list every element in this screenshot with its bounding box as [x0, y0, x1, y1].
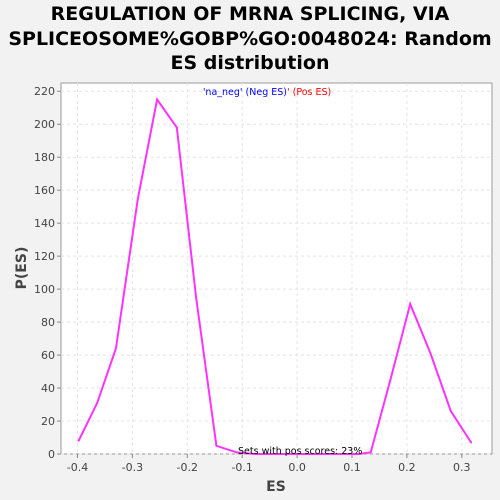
legend-pos-label: 'na_pos' (Pos ES): [251, 87, 331, 98]
chart-title-line: ES distribution: [170, 52, 330, 74]
x-tick-label: -0.3: [122, 461, 143, 474]
axis-ticks: -0.4 -0.3 -0.2 -0.1 0.0 0.1 0.2 0.3 0 20 40 60 80 100…: [34, 85, 471, 474]
data-point: [136, 197, 139, 200]
data-point: [254, 453, 257, 455]
data-point: [429, 352, 432, 355]
x-tick-label: -0.1: [231, 461, 252, 474]
data-point: [358, 453, 361, 455]
y-tick-label: 20: [41, 415, 55, 428]
data-point: [114, 347, 117, 350]
data-point: [156, 98, 159, 101]
data-point: [195, 296, 198, 299]
y-tick-label: 40: [41, 382, 55, 395]
y-tick-label: 80: [41, 316, 55, 329]
data-point: [409, 302, 412, 305]
data-point: [317, 453, 320, 455]
y-tick-label: 120: [34, 250, 55, 263]
data-point: [296, 453, 299, 455]
plot-area: [60, 82, 493, 455]
y-tick-label: 140: [34, 217, 55, 230]
x-tick-label: 0.2: [398, 461, 416, 474]
data-point: [337, 453, 340, 455]
x-tick-label: 0.1: [343, 461, 361, 474]
data-point: [369, 451, 372, 454]
legend-neg-label: 'na_neg' (Neg ES): [203, 87, 287, 98]
y-tick-label: 200: [34, 118, 55, 131]
data-point: [175, 126, 178, 129]
data-point: [449, 410, 452, 413]
chart-title-line: SPLICEOSOME%GOBP%GO:0048024: Random: [8, 27, 492, 50]
y-tick-label: 0: [48, 448, 55, 461]
x-tick-label: 0.3: [453, 461, 471, 474]
annotation-text: Sets with pos scores: 23%: [238, 446, 362, 457]
data-point: [215, 444, 218, 447]
data-point: [96, 401, 99, 404]
y-tick-label: 160: [34, 184, 55, 197]
data-point: [274, 453, 277, 455]
grid: [61, 83, 492, 455]
x-tick-label: -0.2: [177, 461, 198, 474]
y-tick-label: 180: [34, 151, 55, 164]
y-tick-label: 220: [34, 85, 55, 98]
y-tick-label: 60: [41, 349, 55, 362]
data-point: [389, 378, 392, 381]
y-tick-label: 100: [34, 283, 55, 296]
y-axis-label: P(ES): [14, 247, 30, 290]
x-axis-label: ES: [266, 479, 286, 495]
x-tick-label: -0.4: [67, 461, 88, 474]
data-points: [77, 98, 473, 455]
data-point: [77, 439, 80, 442]
chart-title-line: REGULATION OF MRNA SPLICING, VIA: [50, 3, 450, 25]
data-point: [470, 441, 473, 444]
chart-title: REGULATION OF MRNA SPLICING, VIA SPLICEO…: [0, 2, 500, 76]
data-point: [235, 451, 238, 454]
x-tick-label: 0.0: [288, 461, 306, 474]
